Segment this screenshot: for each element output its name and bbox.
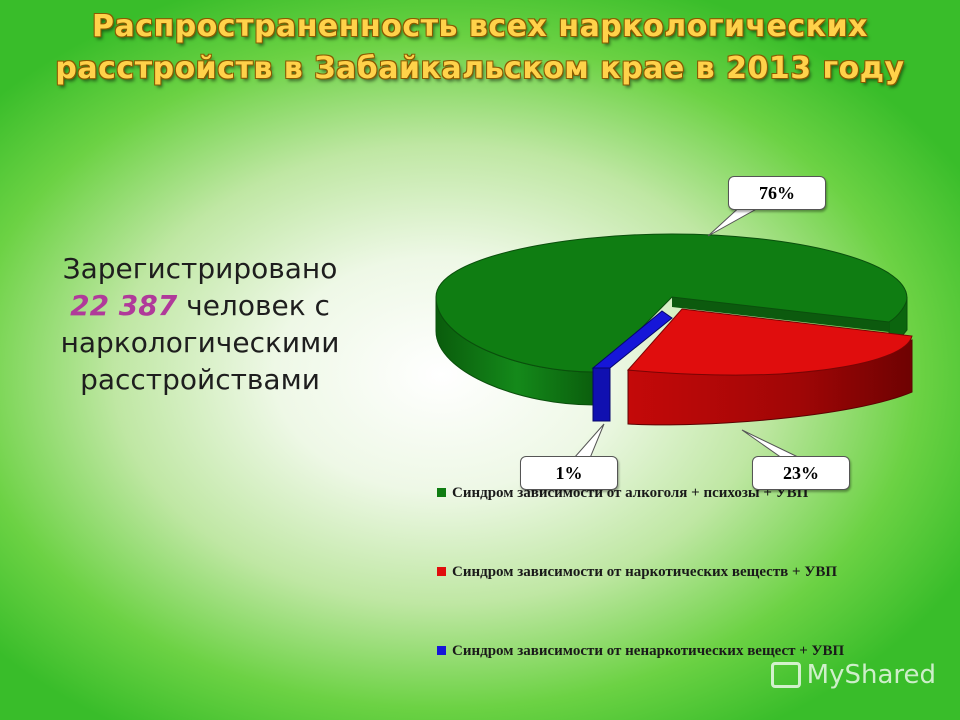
summary-line-3: наркологическими xyxy=(60,326,340,359)
legend-swatch-1 xyxy=(437,567,446,576)
slide-title-line-1: Распространенность всех наркологических xyxy=(91,9,868,44)
slice-top-1 xyxy=(626,308,913,376)
legend-swatch-0 xyxy=(437,488,446,497)
presentation-icon xyxy=(770,662,801,688)
data-label-76-text: 76% xyxy=(759,183,795,203)
legend-swatch-2 xyxy=(437,646,446,655)
data-label-76: 76% xyxy=(728,176,826,210)
data-label-1-text: 1% xyxy=(555,463,583,483)
myshared-watermark: MyShared xyxy=(770,660,936,690)
data-label-1: 1% xyxy=(520,456,618,490)
data-label-23: 23% xyxy=(752,456,850,490)
chart-legend: Синдром зависимости от алкоголя + психоз… xyxy=(437,485,845,659)
data-label-23-text: 23% xyxy=(783,463,819,483)
summary-line-1: Зарегистрировано xyxy=(62,252,338,285)
slide-title: Распространенность всех наркологических … xyxy=(0,6,960,90)
registered-count: 22 387 xyxy=(70,289,178,322)
slide-title-line-2: расстройств в Забайкальском крае в 2013 … xyxy=(55,51,905,86)
summary-line-2: 22 387 человек с xyxy=(30,287,370,324)
slice-top-2 xyxy=(591,310,673,369)
summary-line-4: расстройствами xyxy=(80,363,320,396)
summary-line-2-text: человек с xyxy=(177,289,330,322)
watermark-text: MyShared xyxy=(806,660,936,690)
registered-summary: Зарегистрировано 22 387 человек с наркол… xyxy=(30,250,370,398)
slice-side-2 xyxy=(592,367,611,422)
legend-label-2: Синдром зависимости от ненаркотических в… xyxy=(452,643,845,659)
callout-pointer-1 xyxy=(741,429,801,459)
callout-pointer-2 xyxy=(572,423,605,459)
slice-top-0 xyxy=(435,233,908,373)
slice-inner-0 xyxy=(672,297,889,332)
legend-label-1: Синдром зависимости от наркотических вещ… xyxy=(452,564,837,580)
